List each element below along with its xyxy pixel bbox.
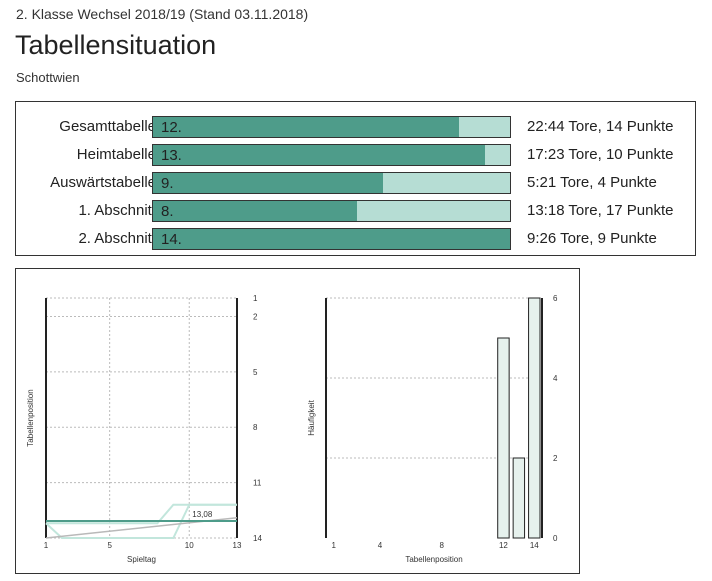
x-tick-label: 5	[107, 541, 112, 550]
average-label-bg	[190, 508, 219, 520]
standings-bar: 9.	[152, 172, 511, 194]
standings-bar-fill	[153, 145, 485, 165]
page-subtitle: 2. Klasse Wechsel 2018/19 (Stand 03.11.2…	[16, 6, 309, 22]
standings-bar-fill	[153, 229, 510, 249]
standings-rank: 14.	[161, 231, 182, 248]
y-tick-label: 2	[253, 312, 258, 321]
x-tick-label: 12	[499, 541, 508, 550]
x-tick-label: 10	[185, 541, 194, 550]
y-axis-title: Tabellenposition	[26, 389, 35, 446]
charts-panel: 1 2 5 8 11 14 1 5 10 13 13,08 Spieltag Tabellenposit…	[15, 268, 580, 574]
y-tick-label: 5	[253, 368, 258, 377]
y-tick-label: 8	[253, 423, 258, 432]
standings-row: 1. Abschnitt 8. 13:18 Tore, 17 Punkte	[16, 200, 695, 224]
standings-stats: 17:23 Tore, 10 Punkte	[527, 146, 674, 163]
y-tick-label: 4	[553, 374, 558, 383]
x-axis-title: Tabellenposition	[405, 555, 462, 564]
standings-row: Gesamttabelle 12. 22:44 Tore, 14 Punkte	[16, 116, 695, 140]
standings-row-label: 2. Abschnitt	[78, 230, 156, 247]
standings-bar-fill	[153, 117, 459, 137]
y-tick-label: 1	[253, 294, 258, 303]
x-axis-title: Spieltag	[127, 555, 156, 564]
y-tick-label: 11	[253, 479, 262, 488]
standings-stats: 9:26 Tore, 9 Punkte	[527, 230, 657, 247]
page-title: Tabellensituation	[15, 30, 217, 60]
standings-rank: 12.	[161, 119, 182, 136]
series-line	[46, 503, 237, 525]
standings-row-label: Heimtabelle	[76, 146, 156, 163]
standings-stats: 13:18 Tore, 17 Punkte	[527, 202, 674, 219]
histogram-bar	[528, 297, 541, 539]
x-tick-label: 14	[530, 541, 539, 550]
standings-rank: 13.	[161, 147, 182, 164]
standings-bar-fill	[153, 173, 383, 193]
standings-panel: Gesamttabelle 12. 22:44 Tore, 14 Punkte …	[15, 101, 696, 256]
standings-bar: 13.	[152, 144, 511, 166]
y-tick-label: 6	[553, 294, 558, 303]
histogram-bar	[512, 457, 526, 539]
y-tick-label: 0	[553, 534, 558, 543]
x-tick-label: 8	[439, 541, 444, 550]
standings-bar-fill	[153, 201, 357, 221]
y-tick-label: 14	[253, 534, 262, 543]
y-axis-title: Häufigkeit	[307, 399, 316, 435]
standings-bar: 12.	[152, 116, 511, 138]
average-label: 13,08	[192, 510, 213, 519]
standings-row: 2. Abschnitt 14. 9:26 Tore, 9 Punkte	[16, 228, 695, 252]
club-name: Schottwien	[16, 70, 80, 85]
x-tick-label: 1	[331, 541, 336, 550]
standings-row-label: 1. Abschnitt	[78, 202, 156, 219]
standings-stats: 5:21 Tore, 4 Punkte	[527, 174, 657, 191]
standings-rank: 9.	[161, 175, 174, 192]
standings-row: Heimtabelle 13. 17:23 Tore, 10 Punkte	[16, 144, 695, 168]
standings-bar: 14.	[152, 228, 511, 250]
standings-rank: 8.	[161, 203, 174, 220]
standings-row-label: Auswärtstabelle	[50, 174, 156, 191]
standings-bar: 8.	[152, 200, 511, 222]
standings-row-label: Gesamttabelle	[59, 118, 156, 135]
y-tick-label: 2	[553, 454, 558, 463]
standings-row: Auswärtstabelle 9. 5:21 Tore, 4 Punkte	[16, 172, 695, 196]
x-tick-label: 13	[233, 541, 242, 550]
x-tick-label: 4	[378, 541, 383, 550]
standings-stats: 22:44 Tore, 14 Punkte	[527, 118, 674, 135]
histogram-bar	[497, 337, 510, 539]
x-tick-label: 1	[44, 541, 49, 550]
